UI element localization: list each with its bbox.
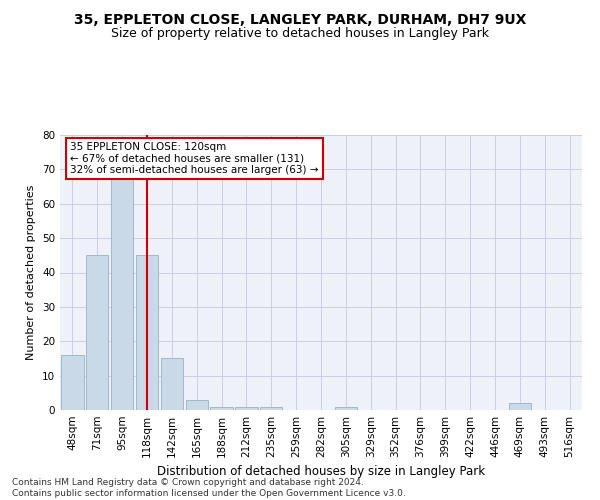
Y-axis label: Number of detached properties: Number of detached properties <box>26 185 37 360</box>
Bar <box>509 403 531 410</box>
Bar <box>161 358 183 410</box>
Bar <box>111 176 133 410</box>
X-axis label: Distribution of detached houses by size in Langley Park: Distribution of detached houses by size … <box>157 466 485 478</box>
Bar <box>86 256 109 410</box>
Bar <box>61 355 83 410</box>
Bar <box>185 400 208 410</box>
Bar <box>260 406 283 410</box>
Bar <box>136 256 158 410</box>
Bar <box>235 406 257 410</box>
Text: Size of property relative to detached houses in Langley Park: Size of property relative to detached ho… <box>111 28 489 40</box>
Text: 35 EPPLETON CLOSE: 120sqm
← 67% of detached houses are smaller (131)
32% of semi: 35 EPPLETON CLOSE: 120sqm ← 67% of detac… <box>70 142 319 175</box>
Bar <box>335 406 357 410</box>
Bar <box>211 406 233 410</box>
Text: 35, EPPLETON CLOSE, LANGLEY PARK, DURHAM, DH7 9UX: 35, EPPLETON CLOSE, LANGLEY PARK, DURHAM… <box>74 12 526 26</box>
Text: Contains HM Land Registry data © Crown copyright and database right 2024.
Contai: Contains HM Land Registry data © Crown c… <box>12 478 406 498</box>
